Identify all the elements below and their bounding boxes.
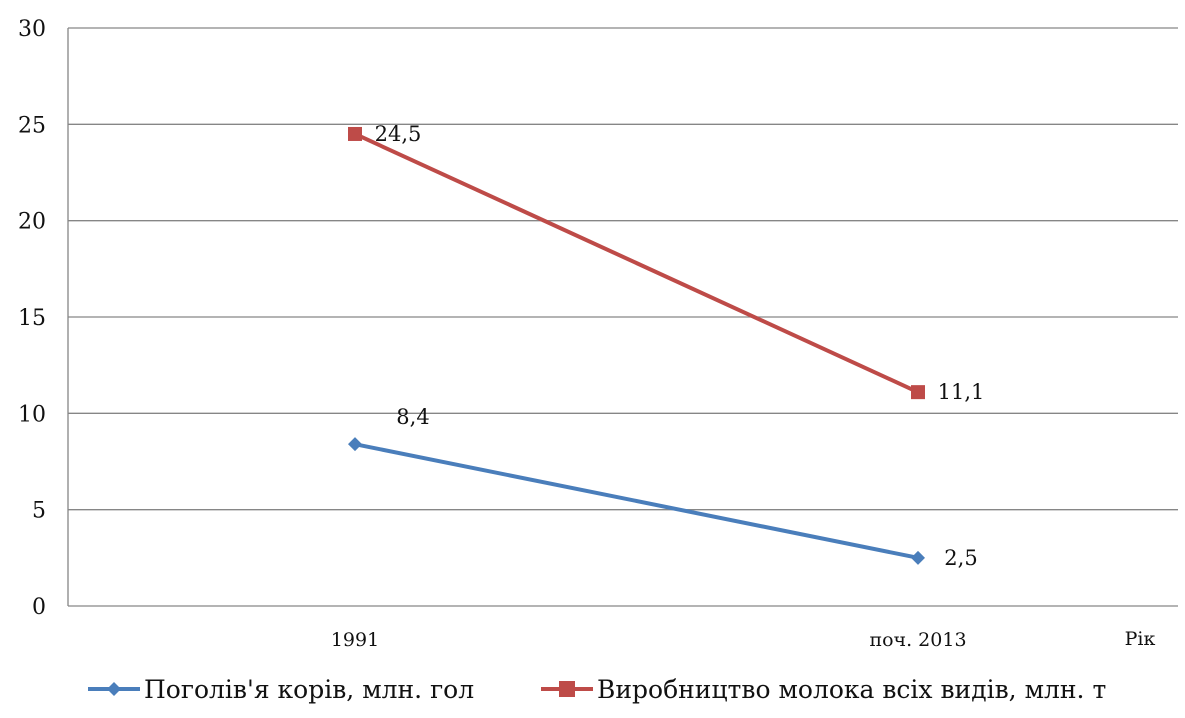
- legend-marker: [559, 681, 575, 697]
- series-layer: [348, 126, 925, 565]
- y-tick-label: 20: [18, 210, 46, 235]
- grid-layer: [68, 27, 1178, 511]
- data-point-marker: [911, 550, 925, 565]
- x-tick-label: 1991: [331, 629, 379, 651]
- x-tick-label: поч. 2013: [869, 629, 966, 651]
- y-tick-label: 0: [32, 595, 46, 620]
- legend-item: Поголів'я корів, млн. гол: [88, 675, 474, 704]
- y-tick-label: 10: [18, 402, 46, 427]
- label-layer: 8,4 2,5 24,5 11,1: [375, 122, 985, 570]
- y-tick-label: 15: [18, 306, 46, 331]
- series-line: [354, 132, 919, 394]
- data-label: 24,5: [375, 122, 422, 146]
- data-point-marker: [911, 385, 925, 400]
- legend: Поголів'я корів, млн. гол Виробництво мол…: [88, 675, 1106, 704]
- axis-layer: 0 5 10 15 20 25 30 1991 поч. 2013 Рік: [18, 17, 1178, 651]
- series-line: [354, 442, 919, 560]
- legend-label: Виробництво молока всіх видів, млн. т: [597, 675, 1106, 704]
- data-label: 11,1: [938, 380, 985, 404]
- y-tick-label: 25: [18, 113, 46, 138]
- y-tick-label: 30: [18, 17, 46, 42]
- legend-marker: [107, 682, 121, 696]
- x-axis-title: Рік: [1125, 628, 1156, 650]
- y-tick-label: 5: [32, 499, 46, 524]
- data-point-marker: [348, 437, 362, 452]
- data-label: 2,5: [944, 546, 977, 570]
- legend-item: Виробництво молока всіх видів, млн. т: [541, 675, 1106, 704]
- legend-label: Поголів'я корів, млн. гол: [144, 675, 474, 704]
- data-label: 8,4: [396, 405, 429, 429]
- data-point-marker: [348, 126, 362, 141]
